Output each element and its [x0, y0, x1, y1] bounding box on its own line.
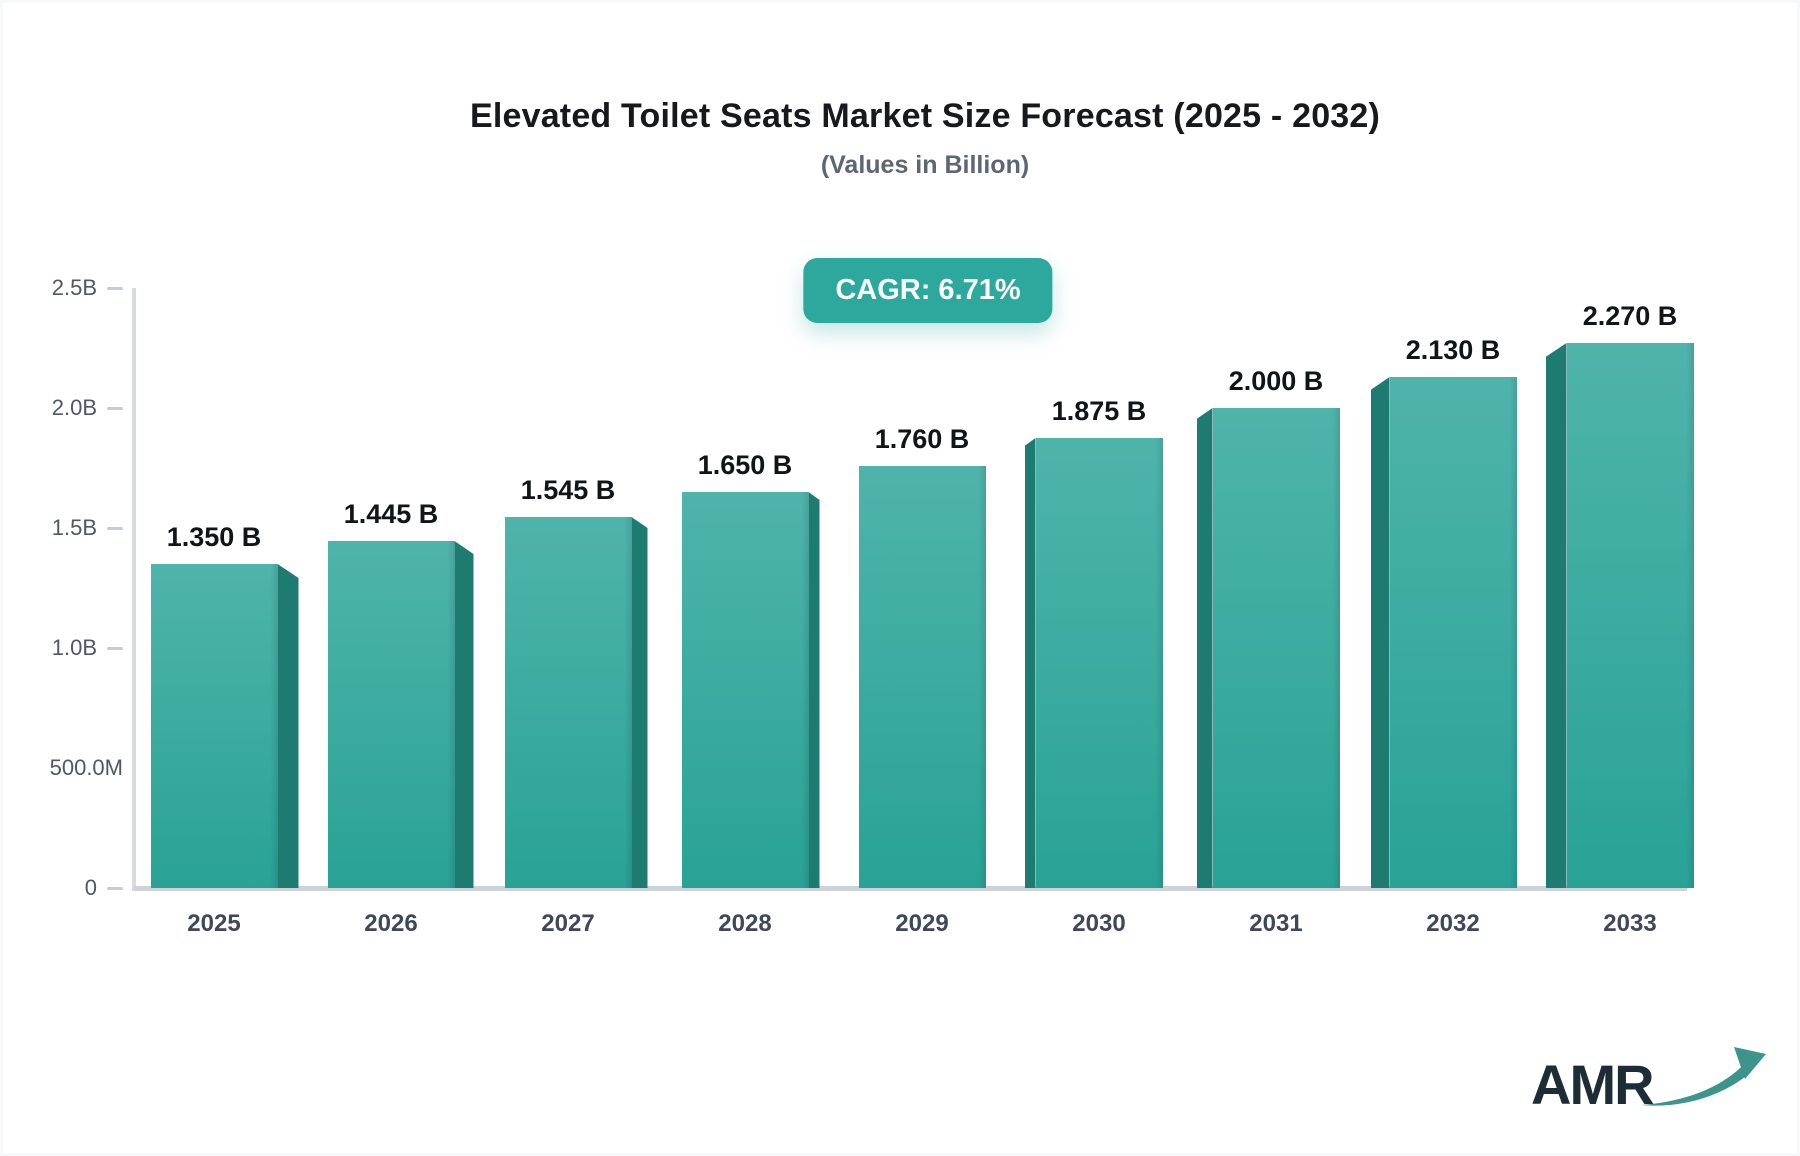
y-axis-tick-mark: [107, 286, 123, 290]
y-axis-tick-label: 2.0B: [51, 395, 97, 420]
x-axis-tick-label: 2026: [364, 910, 418, 937]
chart-area: 1.350 B 2025 1.445 B 2026 1.545 B 2027 1.650 B…: [3, 3, 1797, 1153]
y-axis-tick: 500.0M: [3, 755, 129, 781]
x-axis-tick-label: 2030: [1072, 910, 1126, 937]
bar: [327, 541, 455, 888]
bar-value-label: 1.350 B: [166, 522, 262, 552]
x-axis-tick-label: 2029: [895, 910, 949, 937]
amr-logo-text: AMR: [1531, 1053, 1655, 1116]
bar-3d-side: [1196, 408, 1213, 888]
y-axis-tick-label: 0: [84, 875, 97, 900]
bar: [1035, 438, 1163, 888]
y-axis-tick-label: 1.0B: [51, 635, 97, 660]
bar: [1566, 343, 1694, 888]
bar-3d-side: [277, 564, 299, 888]
bar: [150, 564, 278, 888]
bar-value-label: 2.270 B: [1582, 301, 1678, 331]
y-axis-tick: 2.5B: [3, 275, 123, 301]
x-axis-tick-label: 2027: [541, 910, 595, 937]
bar-value-label: 1.650 B: [697, 450, 793, 480]
y-axis-tick-mark: [107, 406, 123, 410]
bar-3d-side: [1545, 343, 1567, 888]
bar: [858, 466, 986, 888]
y-axis-tick: 1.0B: [3, 635, 123, 661]
bar-value-label: 1.445 B: [343, 499, 439, 529]
bar: [1212, 408, 1340, 888]
y-axis-tick-label: 500.0M: [49, 755, 123, 780]
bar-3d-side: [1370, 377, 1390, 888]
x-axis-tick-label: 2032: [1426, 910, 1480, 937]
x-axis-tick-label: 2028: [718, 910, 772, 937]
y-axis-line: [132, 288, 136, 891]
bar: [1389, 377, 1517, 888]
bar: [504, 517, 632, 888]
bar-value-label: 1.545 B: [520, 475, 616, 505]
bar-value-label: 2.000 B: [1228, 366, 1324, 396]
y-axis-tick-mark: [107, 646, 123, 650]
bar-value-label: 1.875 B: [1051, 396, 1147, 426]
x-axis-tick-label: 2033: [1603, 910, 1657, 937]
bar-value-label: 2.130 B: [1405, 335, 1501, 365]
y-axis-tick: 0: [3, 875, 123, 901]
bar-3d-side: [454, 541, 474, 888]
y-axis-tick-mark: [107, 526, 123, 530]
cagr-badge: CAGR: 6.71%: [803, 258, 1053, 323]
y-axis-tick-mark: [107, 886, 123, 890]
chart-title: Elevated Toilet Seats Market Size Foreca…: [469, 97, 1381, 135]
x-axis-tick-label: 2025: [187, 910, 241, 937]
bar-3d-side: [631, 517, 648, 888]
bar-3d-side: [1024, 438, 1036, 888]
amr-logo: AMR: [1531, 1041, 1767, 1113]
bar-3d-side: [808, 492, 820, 888]
plot-area: 1.350 B 2025 1.445 B 2026 1.545 B 2027 1.650 B…: [50, 275, 1745, 937]
chart-subtitle: (Values in Billion): [820, 151, 1030, 179]
trend-up-arrow-icon: [1640, 1047, 1766, 1106]
bar-value-label: 1.760 B: [874, 424, 970, 454]
bar: [681, 492, 809, 888]
x-axis-tick-label: 2031: [1249, 910, 1303, 937]
y-axis-tick: 1.5B: [3, 515, 123, 541]
y-axis-tick: 2.0B: [3, 395, 123, 421]
y-axis-tick-label: 2.5B: [51, 275, 97, 300]
x-axis-baseline: [134, 886, 1687, 891]
y-axis-tick-label: 1.5B: [51, 515, 97, 540]
